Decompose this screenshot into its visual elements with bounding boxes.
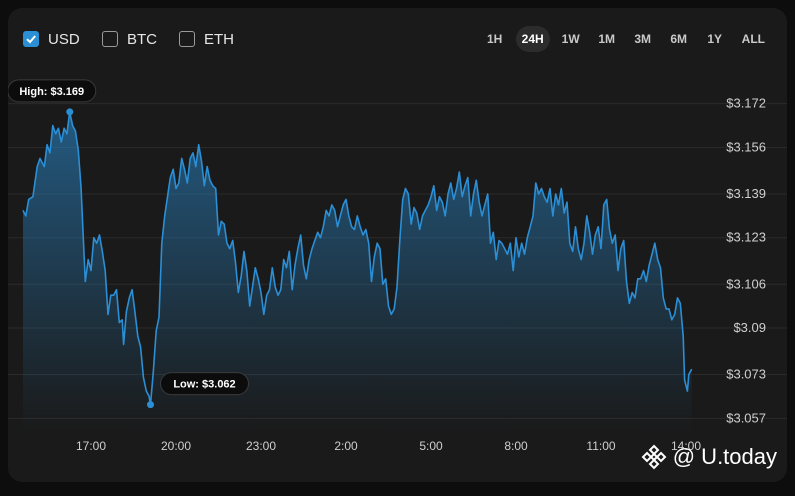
currency-label-usd: USD (48, 30, 80, 48)
price-chart: $3.172 $3.156 $3.139 $3.123 $3.106 $3.09 $3.07… (8, 79, 787, 453)
timeframe-button-1h[interactable]: 1H (486, 32, 503, 46)
y-tick-label: $3.073 (726, 367, 766, 382)
x-tick-label: 8:00 (504, 439, 528, 453)
y-axis: $3.172 $3.156 $3.139 $3.123 $3.106 $3.09 $3.07… (726, 96, 766, 426)
timeframe-selector: 1H 24H 1W 1M 3M 6M 1Y ALL (480, 26, 771, 52)
x-tick-label: 5:00 (419, 439, 443, 453)
checkbox-checked-icon[interactable] (23, 31, 39, 47)
annotation-label: High: $3.169 (19, 86, 84, 98)
currency-toggle-usd[interactable]: USD (23, 29, 80, 49)
timeframe-button-24h[interactable]: 24H (515, 26, 550, 52)
annotation-badge (8, 79, 97, 103)
timeframe-button-1m[interactable]: 1M (598, 32, 615, 46)
x-tick-label: 17:00 (76, 439, 106, 453)
chart-card: USD BTC ETH 1H 24H 1W 1M 3M 6M 1Y ALL $3.172 $3.… (8, 8, 787, 482)
y-tick-label: $3.057 (726, 410, 766, 425)
annotation-badge (160, 372, 249, 396)
watermark-text: @ U.today (672, 444, 777, 469)
x-tick-label: 2:00 (334, 439, 358, 453)
currency-toggle-btc[interactable]: BTC (102, 29, 157, 49)
y-tick-label: $3.106 (726, 276, 766, 291)
y-tick-label: $3.139 (726, 186, 766, 201)
checkbox-unchecked-icon[interactable] (179, 31, 195, 47)
annotation-label: Low: $3.062 (173, 379, 235, 391)
timeframe-button-1y[interactable]: 1Y (707, 32, 723, 46)
watermark: @ U.today (641, 444, 777, 470)
annotation-marker (66, 108, 74, 116)
binance-logo-icon (641, 444, 667, 470)
x-tick-label: 11:00 (586, 439, 615, 453)
x-axis: 17:00 20:00 23:00 2:00 5:00 8:00 11:00 14:00 (76, 439, 701, 453)
annotations: High: $3.169 Low: $3.062 (8, 79, 249, 409)
y-tick-label: $3.123 (726, 230, 766, 245)
currency-toggle-eth[interactable]: ETH (179, 29, 234, 49)
x-tick-label: 23:00 (246, 439, 276, 453)
timeframe-button-all[interactable]: ALL (741, 32, 765, 46)
checkbox-unchecked-icon[interactable] (102, 31, 118, 47)
currency-label-eth: ETH (204, 30, 234, 48)
timeframe-button-3m[interactable]: 3M (634, 32, 651, 46)
y-tick-label: $3.09 (733, 320, 766, 335)
timeframe-button-6m[interactable]: 6M (670, 32, 687, 46)
timeframe-button-1w[interactable]: 1W (561, 32, 580, 46)
y-tick-label: $3.156 (726, 139, 766, 154)
currency-label-btc: BTC (127, 30, 157, 48)
price-area (23, 111, 692, 433)
y-tick-label: $3.172 (726, 96, 766, 111)
x-tick-label: 14:00 (671, 439, 701, 453)
price-line (22, 111, 693, 406)
x-tick-label: 20:00 (161, 439, 191, 453)
annotation-marker (147, 401, 154, 409)
